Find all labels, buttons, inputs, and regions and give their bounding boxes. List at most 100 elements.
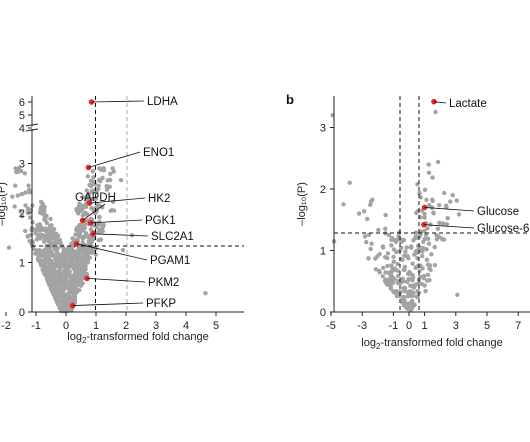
data-point	[45, 267, 50, 272]
annotation-leader	[72, 302, 144, 306]
data-point	[16, 166, 21, 171]
data-point	[55, 233, 61, 238]
data-point	[426, 241, 432, 246]
data-point	[380, 244, 386, 249]
data-point	[366, 256, 371, 261]
data-point	[433, 109, 438, 115]
data-point	[44, 226, 49, 232]
data-point	[85, 246, 90, 251]
data-point	[369, 241, 374, 246]
data-point	[49, 265, 55, 270]
data-point	[385, 251, 391, 256]
data-point	[413, 235, 418, 241]
data-point	[75, 269, 80, 275]
x-tick-label: -3	[357, 320, 367, 332]
data-point	[404, 245, 409, 250]
data-point	[421, 276, 427, 281]
annotation-label-pfkp: PFKP	[146, 298, 176, 310]
data-point	[80, 226, 85, 232]
data-point	[436, 203, 442, 208]
data-point	[431, 211, 436, 216]
data-point	[70, 257, 75, 263]
data-point	[38, 263, 44, 268]
x-tick-label: -1	[31, 320, 41, 332]
data-point	[401, 303, 407, 308]
data-point	[63, 306, 69, 312]
data-point	[15, 169, 20, 175]
data-point	[422, 236, 427, 242]
data-point	[440, 221, 446, 226]
data-point	[420, 266, 425, 271]
data-point	[391, 254, 396, 260]
data-point	[454, 198, 459, 203]
data-point	[429, 205, 435, 210]
data-point	[57, 237, 63, 243]
data-point	[389, 263, 394, 268]
data-point	[373, 256, 378, 261]
data-point	[50, 290, 56, 296]
data-point	[45, 279, 51, 284]
data-point	[63, 257, 69, 263]
annotation-label-hk2: HK2	[148, 193, 170, 205]
data-point	[12, 204, 17, 209]
data-point	[388, 274, 393, 279]
data-point	[77, 262, 82, 267]
data-point	[425, 272, 431, 278]
data-point	[47, 226, 52, 232]
data-point	[395, 268, 400, 273]
data-point	[362, 234, 368, 239]
data-point	[93, 252, 98, 257]
data-point	[425, 262, 431, 267]
data-point	[23, 228, 28, 234]
annotation-leader	[90, 219, 143, 224]
data-point	[67, 287, 73, 293]
data-point	[377, 268, 382, 274]
data-point	[100, 225, 105, 230]
data-point	[385, 282, 390, 287]
data-point	[430, 175, 435, 180]
data-point	[63, 283, 68, 289]
data-point	[83, 204, 89, 209]
data-point	[52, 253, 58, 258]
annotation-leader	[91, 100, 145, 103]
data-point	[89, 248, 95, 253]
data-point	[57, 258, 63, 263]
data-point	[81, 273, 86, 278]
data-point	[62, 266, 68, 272]
data-point	[410, 293, 415, 299]
data-point	[53, 295, 59, 300]
x-tick-label: 1	[93, 320, 99, 332]
data-point	[86, 191, 92, 197]
data-point	[422, 187, 428, 193]
data-point	[59, 304, 65, 310]
data-point	[411, 290, 416, 295]
data-point	[30, 220, 35, 225]
x-tick-label: 7	[515, 320, 521, 332]
data-point	[382, 278, 388, 284]
annotation-leader	[86, 277, 146, 283]
data-point	[414, 250, 419, 256]
data-point	[423, 232, 429, 238]
annotation-leader	[433, 101, 447, 104]
data-point	[62, 276, 67, 282]
data-point	[368, 202, 373, 208]
data-point	[54, 261, 59, 266]
data-point	[48, 231, 53, 237]
panel-a-y-ticks: 0 1 2 3 456	[19, 97, 32, 319]
panel-a-axis-break	[25, 123, 39, 132]
data-point	[89, 237, 94, 243]
data-point	[402, 286, 407, 291]
data-point	[448, 199, 453, 204]
data-point	[389, 243, 394, 248]
data-point	[48, 216, 53, 222]
highlighted-point-pgk1	[87, 220, 94, 226]
annotation-label-glucose-6: Glucose-6	[477, 223, 529, 235]
data-point	[443, 203, 449, 208]
data-point	[420, 253, 425, 259]
annotation-label-slc2a1: SLC2A1	[151, 231, 194, 243]
data-point	[432, 244, 437, 250]
data-point	[44, 220, 50, 226]
annotation-label-lactate: Lactate	[449, 98, 487, 110]
data-point	[365, 216, 370, 222]
